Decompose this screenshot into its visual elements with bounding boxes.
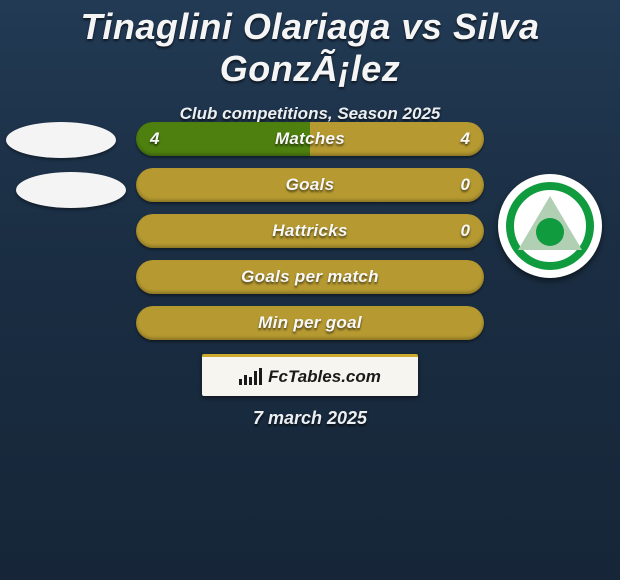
stats-container: 4 Matches 4 Goals 0 Hattricks 0 Goals pe… xyxy=(136,122,484,352)
stat-row-min-per-goal: Min per goal xyxy=(136,306,484,340)
footer-brand-text: FcTables.com xyxy=(268,367,381,387)
page-title: Tinaglini Olariaga vs Silva GonzÃ¡lez xyxy=(0,0,620,90)
stat-row-goals: Goals 0 xyxy=(136,168,484,202)
stat-row-goals-per-match: Goals per match xyxy=(136,260,484,294)
bars-icon xyxy=(239,368,262,385)
player-left-avatar-2 xyxy=(16,172,126,208)
stat-right-value: 0 xyxy=(461,221,470,241)
subtitle: Club competitions, Season 2025 xyxy=(0,104,620,124)
stat-label: Goals xyxy=(136,175,484,195)
stat-row-matches: 4 Matches 4 xyxy=(136,122,484,156)
stat-right-value: 0 xyxy=(461,175,470,195)
stat-row-hattricks: Hattricks 0 xyxy=(136,214,484,248)
stat-label: Hattricks xyxy=(136,221,484,241)
stat-label: Matches xyxy=(136,129,484,149)
club-logo-icon xyxy=(504,180,596,272)
player-left-avatar-1 xyxy=(6,122,116,158)
footer-brand-badge[interactable]: FcTables.com xyxy=(202,354,418,396)
stat-label: Goals per match xyxy=(136,267,484,287)
club-badge-right xyxy=(498,174,602,278)
stat-label: Min per goal xyxy=(136,313,484,333)
stat-right-value: 4 xyxy=(461,129,470,149)
date-text: 7 march 2025 xyxy=(0,408,620,429)
